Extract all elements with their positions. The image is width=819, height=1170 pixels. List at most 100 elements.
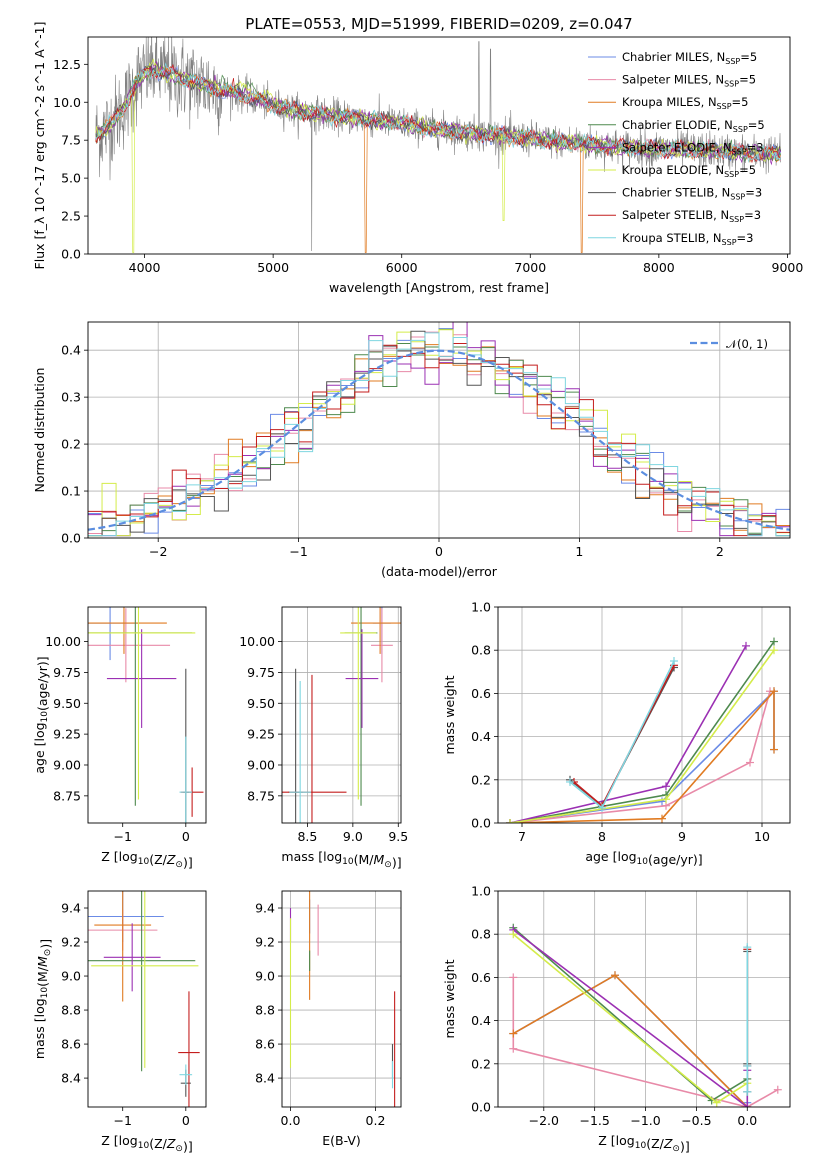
series-marker: [770, 687, 778, 696]
model-fit-line: [95, 63, 781, 163]
y-tick-label: 9.0: [255, 969, 275, 984]
y-tick-label: 1.0: [471, 884, 491, 899]
y-tick-label: 9.00: [247, 757, 275, 772]
y-tick-label: 8.6: [255, 1037, 275, 1052]
x-tick-label: 5000: [257, 260, 289, 275]
y-tick-label: 9.2: [61, 935, 81, 950]
series-marker: [509, 973, 518, 982]
plot-area: [506, 637, 778, 823]
x-tick-label: 0.2: [366, 1113, 386, 1128]
y-tick-label: 0.8: [471, 927, 491, 942]
y-tick-label: 8.75: [53, 788, 81, 803]
error-bar-point: [179, 1064, 193, 1085]
y-tick-label: 0.4: [471, 1013, 491, 1028]
axes-frame: [87, 890, 207, 1108]
gaussian-curve: [88, 349, 790, 531]
x-axis-label: age [log10(age/yr)]: [585, 849, 702, 867]
x-axis-label: Z [log10(Z/Z⊙)]: [101, 849, 192, 870]
series-marker: [770, 637, 778, 646]
x-tick-label: 7000: [514, 260, 546, 275]
series-marker: [662, 795, 670, 804]
y-tick-label: 0.4: [61, 343, 81, 358]
series-marker: [670, 657, 678, 665]
y-tick-label: 0.8: [471, 643, 491, 658]
y-tick-label: 9.25: [53, 727, 81, 742]
error-bar-point: [88, 607, 167, 654]
y-tick-label: 0.6: [471, 686, 491, 701]
x-tick-label: 0.0: [737, 1113, 757, 1128]
y-tick-label: 9.0: [61, 969, 81, 984]
axes-frame: [497, 890, 791, 1108]
series-marker: [566, 777, 574, 786]
y-tick-label: 10.00: [45, 634, 81, 649]
series-marker: [509, 930, 518, 939]
panel-massweight-vs-Z: −2.0 −1.5 −1.0 −0.5 0.0 0.0 0.2 0.4 0.6 0.8 1.0 Z […: [442, 884, 791, 1154]
y-tick-label: 8.75: [247, 788, 275, 803]
plot-area: [88, 607, 204, 823]
legend-entry: Salpeter ELODIE, NSSP=3: [622, 140, 764, 156]
axes-frame: [497, 606, 791, 824]
model-fit-line: [95, 63, 782, 163]
y-tick-label: 0.2: [61, 437, 81, 452]
y-tick-label: 9.2: [255, 935, 275, 950]
series-marker: [712, 1098, 721, 1107]
legend-entry: Chabrier MILES, NSSP=5: [622, 50, 757, 66]
x-tick-label: −0.5: [681, 1113, 711, 1128]
legend-entry: Chabrier STELIB, NSSP=3: [622, 186, 762, 202]
y-tick-label: 0.0: [61, 247, 81, 262]
y-tick-label: 7.5: [61, 133, 81, 148]
panel-age-vs-Z: −1 0 8.75 9.00 9.25 9.50 9.75 10.00 Z [log10(Z/Z…: [32, 606, 207, 870]
panel-spectrum: 4000 5000 6000 7000 8000 9000 0.0 2.5 5.0 7.5 10.0…: [32, 22, 803, 295]
error-bar-point: [106, 629, 177, 728]
y-tick-label: 12.5: [53, 57, 81, 72]
y-tick-label: 9.4: [61, 901, 81, 916]
series-marker: [770, 745, 778, 754]
y-tick-label: 0.1: [61, 484, 81, 499]
histogram-steps: [88, 332, 790, 537]
series-marker: [773, 1085, 782, 1094]
error-bar-point: [351, 607, 401, 654]
panel-age-vs-mass: 8.5 9.0 9.5 8.75 9.00 9.25 9.50 9.75 10.00 mass […: [239, 606, 408, 870]
plot-area: [509, 923, 782, 1107]
y-tick-label: 8.8: [61, 1003, 81, 1018]
error-bar-point: [88, 608, 171, 683]
y-tick-label: 8.4: [61, 1071, 81, 1086]
error-bar-point: [88, 891, 196, 1072]
series-line: [512, 929, 749, 1107]
x-tick-label: −1.5: [579, 1113, 609, 1128]
x-tick-label: −1: [113, 1113, 131, 1128]
legend-entry: Kroupa ELODIE, NSSP=5: [622, 163, 756, 179]
x-tick-label: 4000: [129, 260, 161, 275]
y-tick-label: 8.6: [61, 1037, 81, 1052]
error-bar-point: [340, 607, 377, 800]
x-tick-label: −2.0: [529, 1113, 559, 1128]
y-axis-label: age [log10(age/yr)]: [32, 656, 50, 773]
y-axis-label: mass weight: [442, 675, 457, 754]
panel-mass-vs-Z: −1 0 8.4 8.6 8.8 9.0 9.2 9.4 Z [log10(Z/Z⊙)] mass…: [32, 890, 207, 1154]
y-tick-label: 0.6: [471, 970, 491, 985]
series-line: [509, 690, 771, 823]
x-tick-label: 0: [182, 829, 190, 844]
x-tick-label: 2: [716, 544, 724, 559]
series-marker: [509, 1029, 518, 1038]
series-marker: [611, 971, 620, 980]
series-line: [512, 977, 779, 1107]
y-tick-label: 9.75: [53, 665, 81, 680]
y-tick-label: 0.0: [61, 531, 81, 546]
y-tick-label: 5.0: [61, 171, 81, 186]
x-tick-label: −2: [149, 544, 167, 559]
error-bar-point: [179, 736, 193, 823]
series-marker: [509, 1044, 518, 1053]
x-tick-label: 8000: [643, 260, 675, 275]
series-line: [512, 974, 748, 1107]
error-bar-point: [282, 674, 347, 823]
error-bar-point: [103, 923, 161, 992]
error-bar-point: [94, 891, 152, 1002]
panel-residuals: −2 −1 0 1 2 0.0 0.1 0.2 0.3 0.4 (data-model)/error…: [32, 321, 791, 579]
y-tick-label: 0.3: [61, 390, 81, 405]
series-marker: [598, 803, 606, 812]
y-tick-label: 9.50: [247, 696, 275, 711]
series-marker: [743, 1061, 752, 1070]
x-tick-label: −1: [289, 544, 307, 559]
x-tick-label: 0.0: [281, 1113, 301, 1128]
